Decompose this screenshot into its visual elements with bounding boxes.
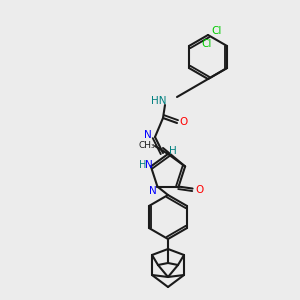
Text: O: O (196, 184, 204, 195)
Text: N: N (145, 160, 153, 170)
Text: O: O (179, 117, 187, 127)
Text: Cl: Cl (201, 39, 211, 49)
Text: N: N (144, 130, 152, 140)
Text: H: H (139, 160, 147, 170)
Text: N: N (148, 186, 156, 196)
Text: HN: HN (152, 96, 167, 106)
Text: CH₃: CH₃ (139, 140, 155, 149)
Text: H: H (169, 146, 177, 156)
Text: Cl: Cl (211, 26, 221, 36)
